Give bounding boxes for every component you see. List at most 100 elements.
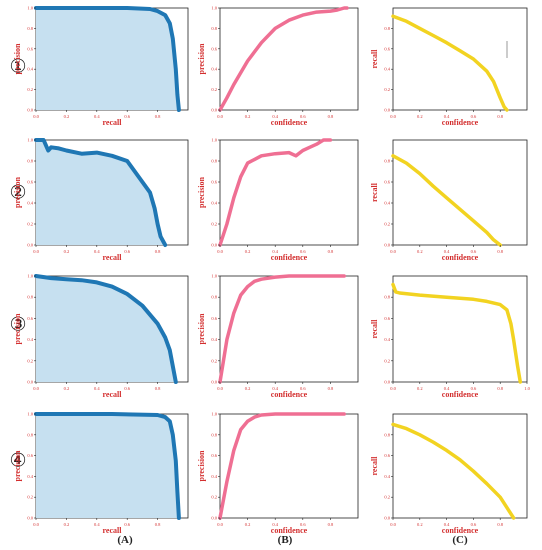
chart-2b-ytick-label: 0.2 (211, 222, 217, 227)
chart-1a-ytick-label: 0.0 (27, 108, 33, 113)
panels: 0.0 0.2 0.4 0.6 0.8 0.0 0.2 0.4 0.6 0.8 1.0 recall p… (13, 6, 531, 536)
chart-3c-frame (392, 275, 528, 383)
chart-1c-xtick-label: 0.6 (471, 114, 477, 119)
chart-1a: 0.0 0.2 0.4 0.6 0.8 0.0 0.2 0.4 0.6 0.8 1.0 recall p… (13, 6, 189, 127)
chart-3c-xtick-label: 0.2 (417, 386, 423, 391)
chart-1c-ytick-label: 0.2 (384, 87, 390, 92)
chart-3b-xlabel: confidence (271, 390, 308, 399)
chart-2c-xlabel: confidence (442, 253, 479, 262)
chart-1c: 0.0 0.2 0.4 0.6 0.8 0.0 0.2 0.4 0.6 0.8 confidence… (370, 7, 528, 127)
row-label-1: ① (9, 56, 26, 77)
chart-1b-ytick-label: 0.8 (211, 26, 217, 31)
chart-4a: 0.0 0.2 0.4 0.6 0.8 0.0 0.2 0.4 0.6 0.8 1.0 recall p… (13, 412, 189, 535)
chart-3a-ytick-label: 0.0 (27, 380, 33, 385)
chart-4a-xtick-label: 0.2 (64, 522, 70, 527)
chart-2a-xtick-label: 0.8 (155, 249, 161, 254)
chart-2a-series-line (34, 138, 168, 247)
chart-2b-xtick-label: 0.4 (272, 249, 278, 254)
chart-3c-ytick-label: 0.2 (384, 358, 390, 363)
chart-2c-ylabel: recall (370, 182, 379, 202)
chart-1c-frame (392, 7, 528, 111)
chart-2c-series-line (391, 154, 502, 247)
chart-4b-xtick-label: 0.0 (217, 522, 223, 527)
chart-1c-ylabel: recall (370, 49, 379, 69)
chart-4b-ytick-label: 1.0 (211, 412, 217, 417)
chart-3a-ylabel: precision (13, 313, 22, 345)
chart-2c-ytick-label: 0.8 (384, 159, 390, 164)
row-label-3: ③ (9, 314, 26, 335)
chart-3b-ylabel: precision (197, 313, 206, 345)
chart-3b-xtick-label: 0.8 (328, 386, 334, 391)
chart-2b-xtick-label: 0.8 (328, 249, 334, 254)
chart-3b: 0.0 0.2 0.4 0.6 0.8 0.0 0.2 0.4 0.6 0.8 1.0 confide… (197, 274, 359, 399)
chart-4a-ytick-label: 1.0 (27, 412, 33, 417)
chart-4b-frame (219, 413, 359, 519)
chart-3a-area (36, 276, 176, 382)
chart-1b-xlabel: confidence (271, 118, 308, 127)
chart-2a-ylabel: precision (13, 176, 22, 208)
chart-2a-xtick-label: 0.4 (94, 249, 100, 254)
chart-4b-xtick-label: 0.2 (245, 522, 251, 527)
chart-2a-xtick-label: 0.2 (64, 249, 70, 254)
chart-4b-ytick-label: 0.2 (211, 495, 217, 500)
chart-4c-xtick-label: 0.2 (417, 522, 423, 527)
chart-1c-xtick-label: 0.0 (390, 114, 396, 119)
chart-1b-xtick-label: 0.4 (272, 114, 278, 119)
chart-1b-xtick-label: 0.8 (328, 114, 334, 119)
chart-1a-series-line (34, 6, 181, 112)
row-label-4: ④ (9, 450, 26, 471)
chart-2c-xtick-label: 0.4 (444, 249, 450, 254)
column-labels: (A) (B) (C) (117, 534, 468, 546)
chart-1a-area (36, 8, 179, 110)
chart-2a-ytick-label: 0.8 (27, 159, 33, 164)
chart-3c-ytick-label: 0.4 (384, 337, 390, 342)
chart-2a-ytick-label: 1.0 (27, 138, 33, 143)
chart-1c-xtick-label: 0.4 (444, 114, 450, 119)
chart-4a-ytick-label: 0.8 (27, 432, 33, 437)
chart-3a-xtick-label: 0.2 (64, 386, 70, 391)
chart-4c-ytick-label: 0.4 (384, 474, 390, 479)
chart-2c-xtick-label: 0.0 (390, 249, 396, 254)
chart-2a-ytick-label: 0.0 (27, 243, 33, 248)
chart-4c-series-line (391, 422, 516, 520)
column-label-a: (A) (117, 534, 133, 546)
chart-4b-ytick-label: 0.6 (211, 453, 217, 458)
chart-2a-ytick-label: 0.2 (27, 222, 33, 227)
chart-2b-ytick-label: 0.8 (211, 159, 217, 164)
chart-4c-xtick-label: 0.8 (497, 522, 503, 527)
chart-1a-ytick-label: 1.0 (27, 6, 33, 11)
chart-4c: 0.0 0.2 0.4 0.6 0.8 0.0 0.2 0.4 0.6 0.8 confidence… (370, 413, 528, 535)
chart-2c: 0.0 0.2 0.4 0.6 0.8 0.0 0.2 0.4 0.6 0.8 confidence… (370, 139, 528, 262)
chart-1a-xtick-label: 0.6 (124, 114, 130, 119)
chart-4c-xlabel: confidence (442, 526, 479, 535)
chart-2b-ytick-label: 0.0 (211, 243, 217, 248)
chart-4a-xtick-label: 0.8 (155, 522, 161, 527)
chart-2a: 0.0 0.2 0.4 0.6 0.8 0.0 0.2 0.4 0.6 0.8 1.0 recall p… (13, 138, 189, 262)
chart-2b-xlabel: confidence (271, 253, 308, 262)
chart-4b-ytick-label: 0.4 (211, 474, 217, 479)
chart-3b-ytick-label: 0.2 (211, 358, 217, 363)
chart-1a-xtick-label: 0.0 (33, 114, 39, 119)
chart-1a-ytick-label: 0.2 (27, 87, 33, 92)
chart-1c-xlabel: confidence (442, 118, 479, 127)
chart-1a-xtick-label: 0.4 (94, 114, 100, 119)
chart-1a-xtick-label: 0.2 (64, 114, 70, 119)
chart-1b-frame (219, 7, 359, 111)
chart-4c-ylabel: recall (370, 456, 379, 476)
chart-2c-xtick-label: 0.6 (471, 249, 477, 254)
chart-3a-ytick-label: 0.4 (27, 337, 33, 342)
chart-3b-frame (219, 275, 359, 383)
chart-3b-xtick-label: 0.0 (217, 386, 223, 391)
chart-2a-area (36, 140, 166, 245)
chart-3a-ytick-label: 0.2 (27, 358, 33, 363)
chart-1a-ytick-label: 0.4 (27, 67, 33, 72)
chart-3a: 0.0 0.2 0.4 0.6 0.8 0.0 0.2 0.4 0.6 0.8 1.0 recall p… (13, 274, 189, 399)
chart-2b-frame (219, 139, 359, 246)
chart-4a-ytick-label: 0.4 (27, 474, 33, 479)
chart-2b-ytick-label: 0.4 (211, 201, 217, 206)
chart-2a-xtick-label: 0.6 (124, 249, 130, 254)
chart-2a-xlabel: recall (103, 253, 123, 262)
chart-4a-ytick-label: 0.0 (27, 516, 33, 521)
chart-4a-xtick-label: 0.4 (94, 522, 100, 527)
chart-1a-xtick-label: 0.8 (155, 114, 161, 119)
